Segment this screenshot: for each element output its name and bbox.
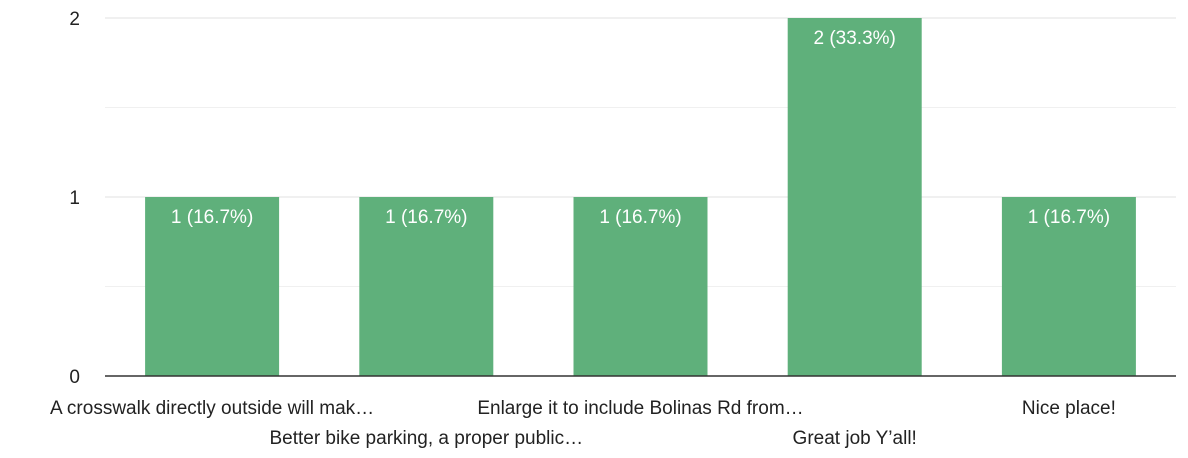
x-tick-label: Enlarge it to include Bolinas Rd from… — [477, 398, 803, 419]
bar-data-label: 1 (16.7%) — [171, 207, 253, 228]
bar — [145, 197, 280, 376]
y-tick-label: 2 — [69, 9, 80, 30]
bar-data-label: 1 (16.7%) — [599, 207, 681, 228]
bar — [573, 197, 708, 376]
y-tick-label: 1 — [69, 188, 80, 209]
bar — [1001, 197, 1136, 376]
bar — [359, 197, 494, 376]
bar-data-label: 2 (33.3%) — [814, 28, 896, 49]
bar — [787, 18, 922, 376]
axes: 0 1 2 A crosswalk directly outside will mak… — [50, 9, 1176, 449]
x-tick-label: Great job Y’all! — [793, 428, 917, 449]
x-tick-label: A crosswalk directly outside will mak… — [50, 398, 374, 419]
bars — [145, 18, 1136, 376]
bar-labels: 1 (16.7%) 1 (16.7%) 1 (16.7%) 2 (33.3%) 1 (1… — [171, 28, 1110, 228]
bar-data-label: 1 (16.7%) — [1028, 207, 1110, 228]
x-tick-label: Better bike parking, a proper public… — [269, 428, 583, 449]
x-tick-label: Nice place! — [1022, 398, 1116, 419]
y-tick-label: 0 — [69, 367, 80, 388]
bar-data-label: 1 (16.7%) — [385, 207, 467, 228]
